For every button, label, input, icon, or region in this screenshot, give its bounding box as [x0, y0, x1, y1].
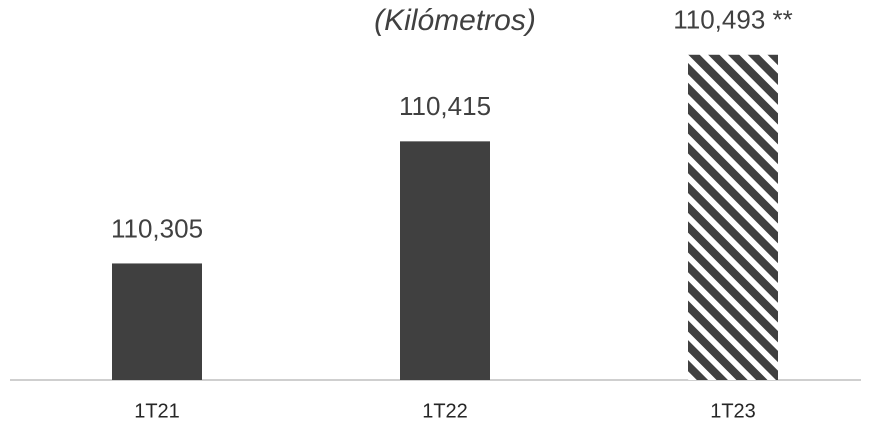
x-tick-label: 1T21	[134, 400, 180, 422]
x-tick-label: 1T22	[422, 400, 468, 422]
bar	[400, 141, 490, 380]
value-label: 110,493 **	[673, 5, 793, 35]
value-label: 110,305	[111, 213, 203, 243]
bar	[112, 263, 202, 380]
value-label: 110,415	[399, 91, 491, 121]
bar	[688, 54, 778, 381]
x-tick-label: 1T23	[710, 400, 756, 422]
chart-title: (Kilómetros)	[374, 4, 536, 37]
